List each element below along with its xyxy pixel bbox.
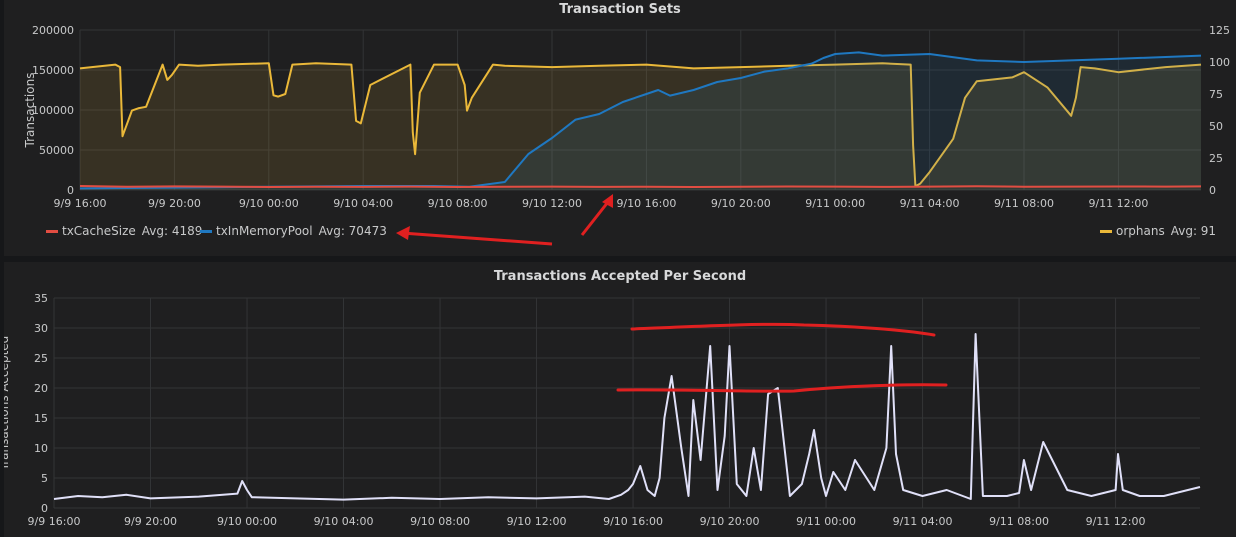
- panel-title[interactable]: Transactions Accepted Per Second: [493, 269, 747, 284]
- x-tick-label: 9/9 16:00: [54, 197, 107, 210]
- x-tick-label: 9/10 08:00: [410, 515, 470, 528]
- accepted-line: [53, 333, 1201, 501]
- x-tick-label: 9/11 12:00: [1086, 515, 1146, 528]
- legend-avg: Avg: 91: [1170, 224, 1217, 238]
- x-tick-label: 9/11 04:00: [893, 515, 953, 528]
- x-tick-label: 9/10 16:00: [616, 197, 676, 210]
- x-tick-label: 9/10 04:00: [314, 515, 374, 528]
- x-tick-label: 9/9 20:00: [148, 197, 201, 210]
- y-tick-label: 100000: [32, 104, 74, 117]
- x-tick-label: 9/10 20:00: [711, 197, 771, 210]
- x-tick-label: 9/11 04:00: [900, 197, 960, 210]
- x-tick-label: 9/9 16:00: [28, 515, 81, 528]
- y-tick-label: 0: [67, 184, 74, 197]
- transactions-accepted-panel: Transactions Accepted Per Second 0 5 10 15 2…: [4, 262, 1236, 537]
- x-tick-label: 9/11 08:00: [989, 515, 1049, 528]
- legend-avg: Avg: 70473: [318, 224, 387, 238]
- transaction-sets-panel: Transaction Sets 0 50000 100000 150000 20000…: [4, 0, 1236, 256]
- transactions-accepted-chart: 0 5 10 15 20 25 30 35 9/9 16:00 9/9 20:00 9/10 00:…: [4, 292, 1201, 528]
- y-tick-label: 0: [41, 502, 48, 515]
- legend-label: orphans: [1116, 224, 1165, 238]
- txinmemorypool-swatch: [200, 230, 212, 233]
- x-tick-label: 9/10 20:00: [700, 515, 760, 528]
- annotation-arrow: [401, 231, 553, 246]
- x-tick-label: 9/11 08:00: [994, 197, 1054, 210]
- x-tick-label: 9/10 00:00: [239, 197, 299, 210]
- panel-title[interactable]: Transaction Sets: [559, 2, 681, 17]
- orphans-swatch: [1100, 230, 1112, 233]
- y2-tick-label: 125: [1209, 24, 1230, 37]
- y-tick-label: 5: [41, 472, 48, 485]
- x-tick-label: 9/10 12:00: [522, 197, 582, 210]
- y-tick-label: 25: [34, 352, 48, 365]
- y-tick-label: 200000: [32, 24, 74, 37]
- annotation-line-lower: [616, 383, 948, 393]
- txcachesize-swatch: [46, 230, 58, 233]
- legend-item-orphans[interactable]: orphans Avg: 91: [1100, 224, 1216, 238]
- y-tick-label: 30: [34, 322, 48, 335]
- y-tick-label: 10: [34, 442, 48, 455]
- x-tick-label: 9/11 00:00: [805, 197, 865, 210]
- x-tick-label: 9/10 00:00: [217, 515, 277, 528]
- orphans-line: [79, 62, 1202, 188]
- legend-label: txCacheSize: [62, 224, 136, 238]
- annotation-line-upper: [630, 322, 936, 337]
- y2-tick-label: 25: [1209, 152, 1223, 165]
- y-tick-label: 150000: [32, 64, 74, 77]
- x-tick-label: 9/10 04:00: [333, 197, 393, 210]
- legend-label: txInMemoryPool: [216, 224, 313, 238]
- y2-tick-label: 0: [1209, 184, 1216, 197]
- legend-avg: Avg: 4189: [141, 224, 203, 238]
- orphans-area: [80, 63, 1201, 190]
- y2-tick-label: 100: [1209, 56, 1230, 69]
- annotation-arrow: [580, 201, 610, 236]
- x-tick-label: 9/10 08:00: [428, 197, 488, 210]
- x-tick-label: 9/11 12:00: [1088, 197, 1148, 210]
- x-tick-label: 9/9 20:00: [124, 515, 177, 528]
- txcachesize-line: [79, 185, 1202, 188]
- annotation-arrowhead: [396, 226, 410, 240]
- annotation-arrowhead: [602, 194, 613, 208]
- legend-item-txcachesize[interactable]: txCacheSize Avg: 4189: [46, 224, 202, 238]
- y-tick-label: 50000: [39, 144, 74, 157]
- x-tick-label: 9/10 12:00: [507, 515, 567, 528]
- y-tick-label: 15: [34, 412, 48, 425]
- y-axis-label: Transactions Accepted: [4, 336, 11, 472]
- transaction-sets-chart: 0 50000 100000 150000 200000 0 25 50 75 100 125 9/9…: [23, 24, 1230, 246]
- y-axis-label: Transactions: [23, 73, 37, 149]
- y2-tick-label: 75: [1209, 88, 1223, 101]
- txinmemorypool-area: [80, 52, 1201, 191]
- y-tick-label: 20: [34, 382, 48, 395]
- x-tick-label: 9/10 16:00: [603, 515, 663, 528]
- legend-item-txinmemorypool[interactable]: txInMemoryPool Avg: 70473: [200, 224, 387, 238]
- x-tick-label: 9/11 00:00: [796, 515, 856, 528]
- y2-tick-label: 50: [1209, 120, 1223, 133]
- y-tick-label: 35: [34, 292, 48, 305]
